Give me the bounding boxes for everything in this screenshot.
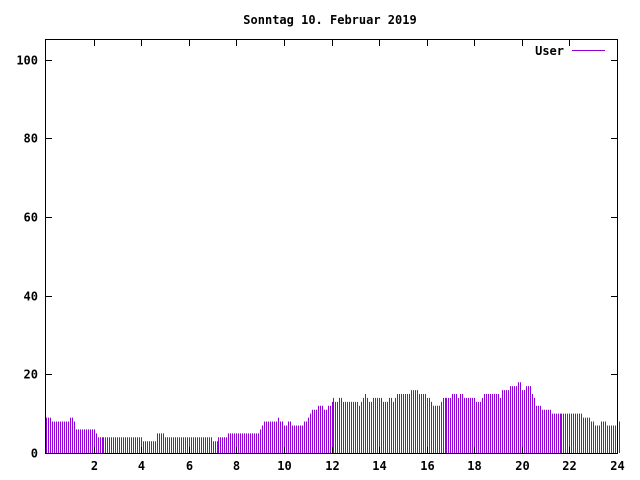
y-tick-label: 40 bbox=[24, 290, 38, 304]
x-tick-label: 20 bbox=[515, 459, 529, 473]
x-tick-label: 24 bbox=[610, 459, 624, 473]
y-axis: 0 20 40 60 80 100 bbox=[16, 54, 617, 461]
x-tick-label: 14 bbox=[372, 459, 386, 473]
y-tick-label: 60 bbox=[24, 211, 38, 225]
x-tick-label: 8 bbox=[233, 459, 240, 473]
x-tick-label: 6 bbox=[186, 459, 193, 473]
plot-frame bbox=[45, 39, 618, 454]
x-tick-label: 22 bbox=[562, 459, 576, 473]
series-user-bars bbox=[46, 382, 620, 453]
y-tick-label: 0 bbox=[31, 447, 38, 461]
chart-title: Sonntag 10. Februar 2019 bbox=[243, 13, 416, 27]
y-tick-label: 20 bbox=[24, 368, 38, 382]
y-tick-label: 80 bbox=[24, 132, 38, 146]
x-tick-label: 10 bbox=[277, 459, 291, 473]
x-axis: 2 4 6 8 10 12 14 16 18 20 22 24 bbox=[91, 40, 625, 473]
x-tick-label: 12 bbox=[325, 459, 339, 473]
x-tick-label: 2 bbox=[91, 459, 98, 473]
legend-label-user: User bbox=[535, 44, 564, 58]
x-tick-label: 16 bbox=[420, 459, 434, 473]
y-tick-label: 100 bbox=[16, 54, 38, 68]
legend: User bbox=[535, 44, 605, 58]
x-tick-label: 4 bbox=[138, 459, 145, 473]
x-tick-label: 18 bbox=[467, 459, 481, 473]
